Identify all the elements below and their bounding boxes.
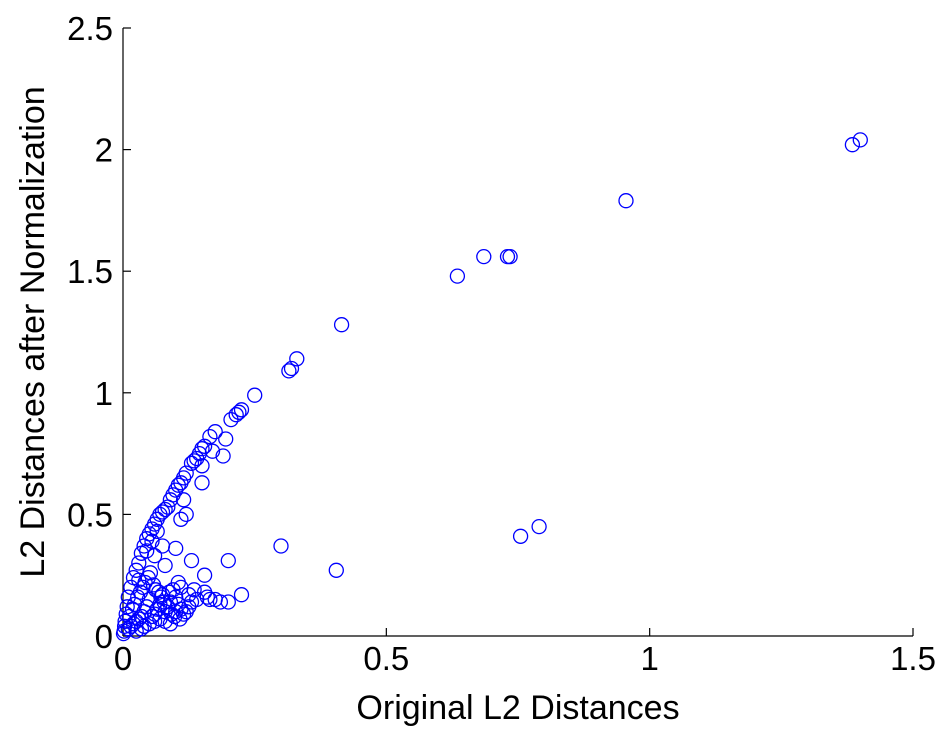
data-point bbox=[131, 572, 147, 588]
data-point bbox=[220, 594, 236, 610]
data-point bbox=[852, 132, 868, 148]
data-point bbox=[120, 621, 136, 637]
data-point bbox=[283, 360, 300, 377]
data-point bbox=[223, 411, 239, 428]
data-point bbox=[149, 523, 165, 540]
data-point bbox=[125, 616, 142, 632]
x-tick-label: 1 bbox=[640, 640, 658, 677]
data-point bbox=[215, 448, 231, 464]
data-point bbox=[186, 453, 202, 469]
data-point bbox=[333, 317, 350, 333]
data-point bbox=[131, 555, 147, 571]
x-tick-label: 0.5 bbox=[363, 640, 409, 677]
data-point bbox=[144, 533, 160, 549]
data-point bbox=[233, 402, 250, 418]
data-point bbox=[531, 518, 547, 535]
data-point bbox=[512, 528, 529, 544]
data-point bbox=[502, 248, 518, 265]
data-point bbox=[194, 458, 210, 474]
data-point bbox=[146, 548, 163, 564]
y-tick-label: 1.5 bbox=[67, 253, 113, 290]
data-point bbox=[173, 579, 189, 596]
data-point bbox=[136, 618, 152, 634]
data-point bbox=[153, 589, 169, 605]
data-point bbox=[142, 565, 159, 581]
data-point bbox=[175, 606, 192, 622]
x-tick-label: 0 bbox=[114, 640, 132, 677]
data-point bbox=[247, 387, 263, 403]
y-tick-label: 0 bbox=[95, 618, 113, 655]
data-point bbox=[844, 137, 861, 153]
data-point bbox=[273, 538, 289, 554]
axes: 0 0.5 1 1.5 0 0.5 1 1.5 2 2.5 bbox=[67, 10, 936, 677]
data-point bbox=[207, 424, 223, 440]
data-point bbox=[137, 574, 153, 591]
data-point bbox=[157, 557, 173, 574]
data-point bbox=[157, 501, 173, 518]
data-point bbox=[156, 594, 172, 610]
x-axis-title: Original L2 Distances bbox=[356, 689, 679, 727]
data-point bbox=[218, 431, 234, 447]
data-point bbox=[183, 455, 200, 471]
data-point bbox=[162, 492, 179, 508]
data-point bbox=[178, 506, 194, 523]
data-point bbox=[172, 611, 188, 627]
data-point bbox=[207, 591, 223, 608]
data-point bbox=[175, 492, 192, 508]
y-tick-label: 1 bbox=[95, 375, 113, 412]
data-point bbox=[183, 552, 200, 569]
data-point bbox=[233, 587, 250, 603]
data-point bbox=[281, 363, 297, 379]
y-tick-label: 2 bbox=[95, 132, 113, 169]
data-point bbox=[194, 475, 210, 491]
data-point bbox=[202, 428, 218, 445]
data-point bbox=[123, 618, 139, 634]
data-point bbox=[168, 604, 184, 620]
x-tick-label: 1.5 bbox=[890, 640, 936, 677]
data-points bbox=[115, 132, 868, 642]
data-point bbox=[289, 351, 305, 367]
data-point bbox=[168, 540, 184, 557]
data-point bbox=[328, 562, 344, 578]
data-point bbox=[618, 193, 634, 209]
data-point bbox=[128, 623, 144, 639]
y-tick-label: 2.5 bbox=[67, 10, 113, 47]
y-tick-label: 0.5 bbox=[67, 496, 113, 533]
data-point bbox=[196, 567, 213, 583]
data-point bbox=[228, 407, 244, 423]
data-point bbox=[139, 543, 155, 559]
data-point bbox=[126, 596, 143, 613]
data-point bbox=[449, 268, 466, 284]
data-point bbox=[154, 538, 171, 554]
data-point bbox=[220, 552, 236, 569]
y-axis-title: L2 Distances after Normalization bbox=[14, 86, 52, 577]
data-point bbox=[173, 511, 189, 527]
data-point bbox=[476, 248, 492, 265]
